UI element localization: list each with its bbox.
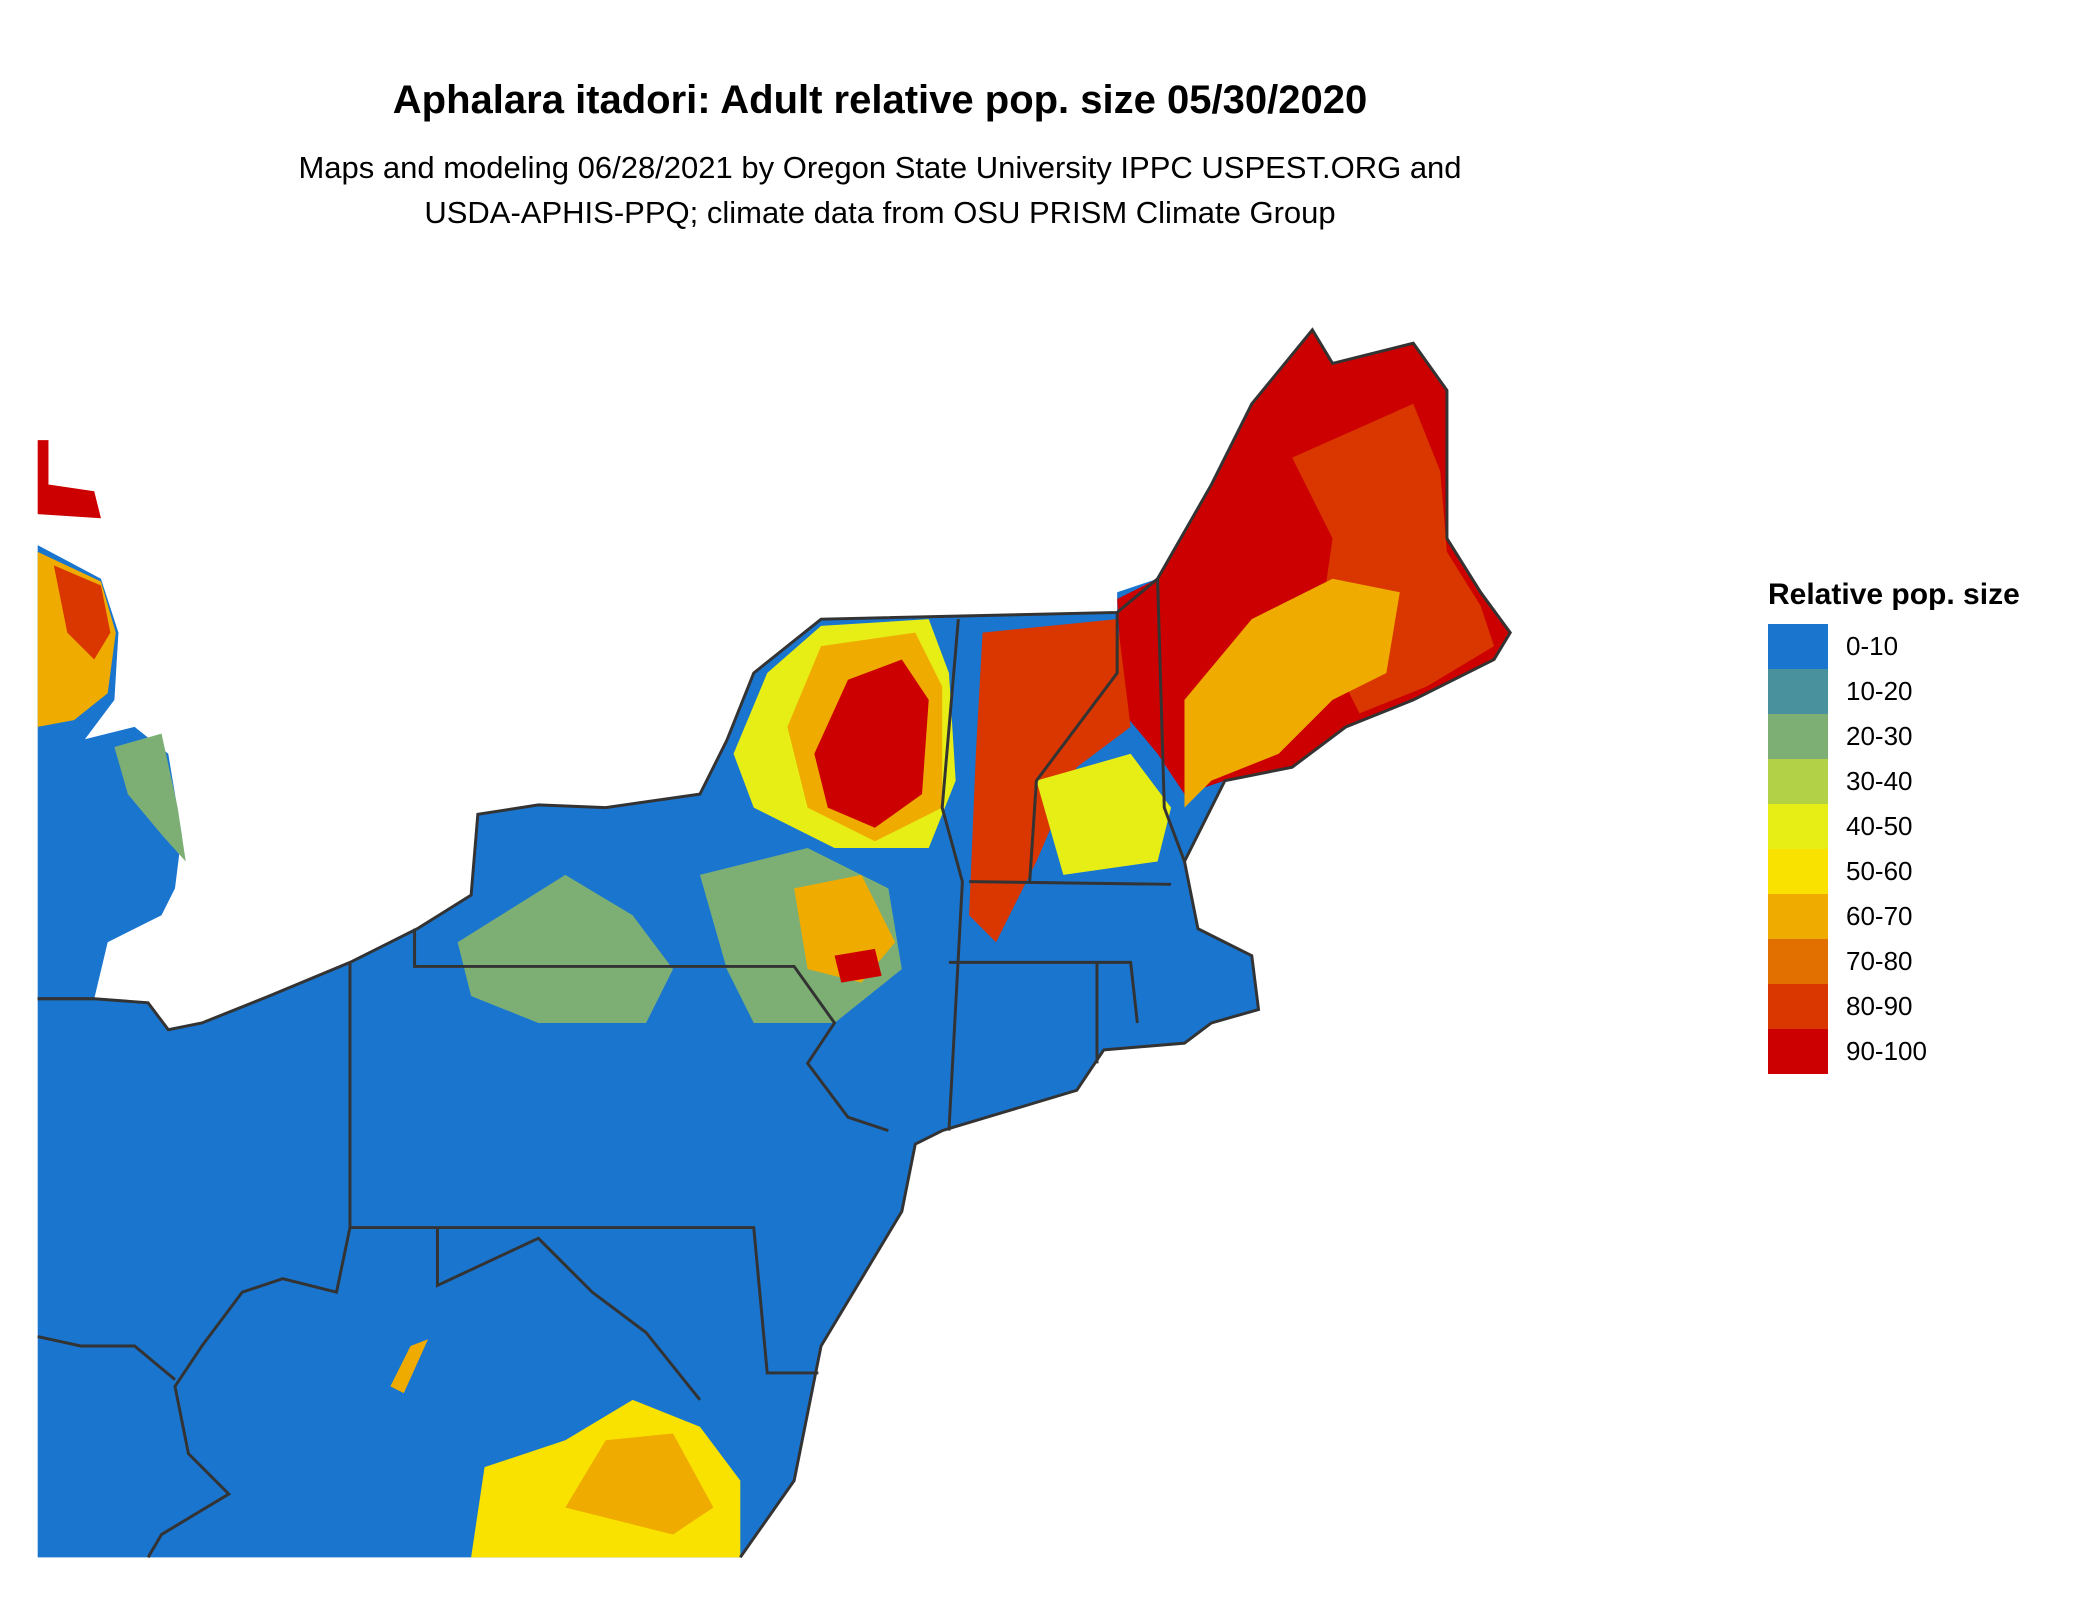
region-ontario-hot bbox=[53, 565, 111, 660]
legend-item: 80-90 bbox=[1768, 984, 2020, 1029]
legend-swatch bbox=[1768, 849, 1828, 894]
legend-swatch bbox=[1768, 939, 1828, 984]
region-ontario-green bbox=[114, 733, 186, 862]
region-michigan-upper bbox=[37, 440, 101, 519]
region-nh-yellow bbox=[1036, 753, 1172, 875]
legend-label: 40-50 bbox=[1846, 811, 1913, 841]
legend-label: 90-100 bbox=[1846, 1036, 1927, 1066]
legend-swatch bbox=[1768, 759, 1828, 804]
legend-item: 10-20 bbox=[1768, 669, 2020, 714]
legend-label: 70-80 bbox=[1846, 946, 1913, 976]
legend-item: 70-80 bbox=[1768, 939, 2020, 984]
map-title: Aphalara itadori: Adult relative pop. si… bbox=[392, 78, 1368, 122]
region-virginia-orange bbox=[565, 1433, 714, 1535]
region-western-ny bbox=[457, 874, 673, 1023]
legend-label: 0-10 bbox=[1846, 631, 1899, 661]
legend-swatch bbox=[1768, 624, 1828, 669]
region-wv-spot bbox=[390, 1339, 429, 1394]
legend-swatch bbox=[1768, 669, 1828, 714]
legend-swatch bbox=[1768, 984, 1828, 1029]
legend-swatch bbox=[1768, 894, 1828, 939]
legend-label: 60-70 bbox=[1846, 901, 1913, 931]
legend-label: 80-90 bbox=[1846, 991, 1913, 1021]
legend-item: 90-100 bbox=[1768, 1029, 2020, 1074]
legend-item: 20-30 bbox=[1768, 714, 2020, 759]
map-subtitle-line-1: Maps and modeling 06/28/2021 by Oregon S… bbox=[298, 150, 1462, 185]
legend-label: 20-30 bbox=[1846, 721, 1913, 751]
legend-items: 0-10 10-20 20-30 30-40 40-50 50-60 60-70 70-80 8… bbox=[1768, 624, 2020, 1074]
region-adirondack-red bbox=[814, 659, 929, 828]
legend-title: Relative pop. size bbox=[1768, 578, 2020, 611]
legend-label: 50-60 bbox=[1846, 856, 1913, 886]
legend: Relative pop. size 0-10 10-20 20-30 30-40 40… bbox=[1768, 578, 2020, 1074]
map-subtitle-line-2: USDA-APHIS-PPQ; climate data from OSU PR… bbox=[424, 195, 1336, 230]
legend-item: 30-40 bbox=[1768, 759, 2020, 804]
state-borders bbox=[37, 327, 1512, 1559]
legend-swatch bbox=[1768, 1029, 1828, 1074]
legend-label: 10-20 bbox=[1846, 676, 1913, 706]
legend-swatch bbox=[1768, 804, 1828, 849]
legend-item: 60-70 bbox=[1768, 894, 2020, 939]
legend-item: 40-50 bbox=[1768, 804, 2020, 849]
legend-item: 50-60 bbox=[1768, 849, 2020, 894]
legend-item: 0-10 bbox=[1768, 624, 2020, 669]
legend-swatch bbox=[1768, 714, 1828, 759]
region-catskill-red bbox=[834, 948, 882, 983]
region-maine-yellow bbox=[1184, 578, 1400, 808]
legend-label: 30-40 bbox=[1846, 766, 1913, 796]
